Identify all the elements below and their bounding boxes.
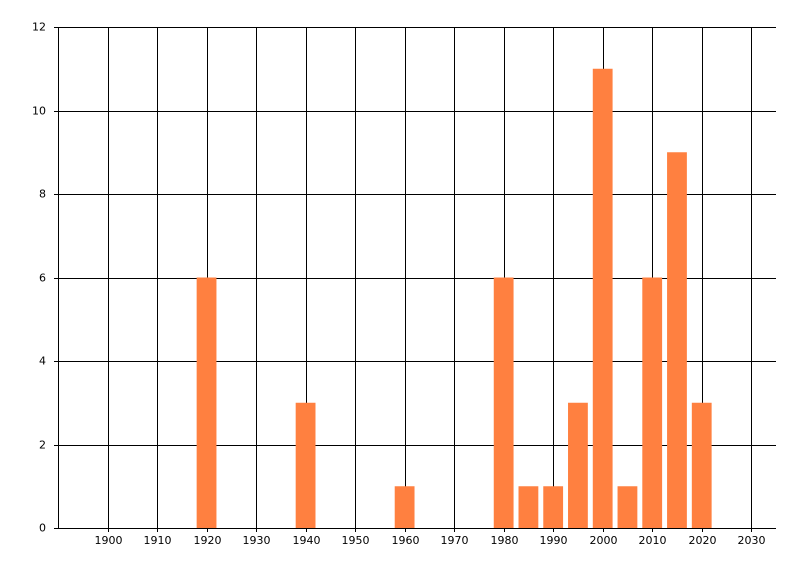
x-tick-label: 1930 (243, 534, 271, 547)
bar (295, 402, 316, 528)
x-tick-label: 2020 (689, 534, 717, 547)
bar (667, 152, 687, 528)
y-tick-label: 6 (39, 272, 46, 285)
bar (394, 486, 415, 528)
y-tick-label: 8 (39, 188, 46, 201)
bar (642, 277, 663, 528)
bar (493, 277, 514, 528)
x-tick-label: 1980 (491, 534, 519, 547)
bar (568, 402, 588, 528)
x-tick-label: 1920 (194, 534, 222, 547)
y-tick-label: 2 (39, 439, 46, 452)
y-tick-label: 0 (39, 522, 46, 535)
x-tick-label: 2010 (639, 534, 667, 547)
x-tick-label: 1950 (342, 534, 370, 547)
bar (196, 277, 217, 528)
bar (592, 68, 613, 528)
x-tick-label: 1910 (144, 534, 172, 547)
y-tick-label: 10 (32, 105, 46, 118)
y-tick-label: 12 (32, 21, 46, 34)
bar (691, 402, 712, 528)
y-tick-label: 4 (39, 355, 46, 368)
x-tick-label: 2030 (738, 534, 766, 547)
x-tick-label: 2000 (590, 534, 618, 547)
bar (518, 486, 539, 528)
x-tick-label: 1940 (293, 534, 321, 547)
x-tick-label: 1970 (441, 534, 469, 547)
x-tick-label: 1990 (540, 534, 568, 547)
x-tick-label: 1900 (95, 534, 123, 547)
bar (617, 486, 638, 528)
x-tick-label: 1960 (392, 534, 420, 547)
bar (543, 486, 564, 528)
